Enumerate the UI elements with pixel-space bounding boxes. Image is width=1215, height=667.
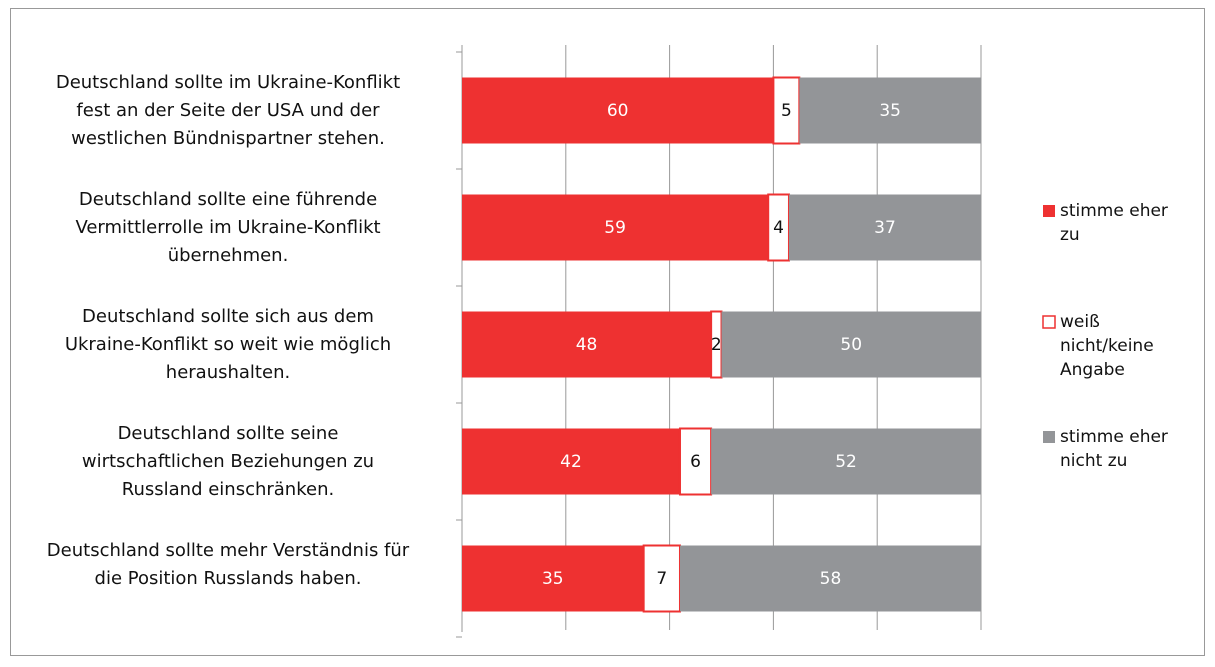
bar-segment bbox=[462, 77, 774, 144]
value-label: 35 bbox=[541, 568, 564, 589]
legend-swatch bbox=[1042, 315, 1056, 329]
value-label: 59 bbox=[604, 217, 626, 238]
category-label: Deutschland sollte eine führende Vermitt… bbox=[75, 188, 381, 266]
legend-swatch bbox=[1043, 431, 1055, 443]
value-label: 50 bbox=[840, 334, 863, 355]
value-label: 4 bbox=[773, 217, 784, 238]
bar-segment bbox=[788, 194, 981, 261]
category-label: Deutschland sollte im Ukraine-Konflikt f… bbox=[55, 71, 401, 149]
value-label: 42 bbox=[560, 451, 582, 472]
frame bbox=[10, 8, 1205, 656]
legend-label: stimme eher nicht zu bbox=[1060, 427, 1168, 471]
value-label: 37 bbox=[874, 217, 896, 238]
value-label: 2 bbox=[710, 334, 722, 355]
bar-segment bbox=[462, 194, 769, 261]
category-label: Deutschland sollte sich aus dem Ukraine-… bbox=[64, 305, 392, 383]
category-label: Deutschland sollte mehr Verständnis für … bbox=[46, 539, 410, 589]
value-label: 52 bbox=[835, 451, 857, 472]
bar-segment bbox=[462, 311, 712, 378]
bar-segment bbox=[721, 311, 981, 378]
value-label: 35 bbox=[879, 100, 901, 121]
legend-label: stimme eher zu bbox=[1060, 201, 1168, 245]
bar-segment bbox=[462, 545, 644, 612]
bar-segment bbox=[679, 545, 981, 612]
value-label: 60 bbox=[606, 100, 629, 121]
bar-segment bbox=[678, 427, 713, 496]
category-label: Deutschland sollte seine wirtschaftliche… bbox=[81, 422, 375, 500]
value-label: 48 bbox=[575, 334, 598, 355]
value-label: 5 bbox=[780, 100, 792, 121]
value-label: 6 bbox=[690, 451, 701, 472]
value-label: 58 bbox=[819, 568, 842, 589]
legend-swatch bbox=[1043, 205, 1055, 217]
legend-label: weiß nicht/keine Angabe bbox=[1060, 312, 1154, 380]
bar-segment bbox=[799, 77, 981, 144]
value-label: 7 bbox=[656, 568, 668, 589]
bar-segment bbox=[462, 428, 680, 495]
bar-segment bbox=[772, 76, 801, 145]
bar-segment bbox=[711, 428, 981, 495]
